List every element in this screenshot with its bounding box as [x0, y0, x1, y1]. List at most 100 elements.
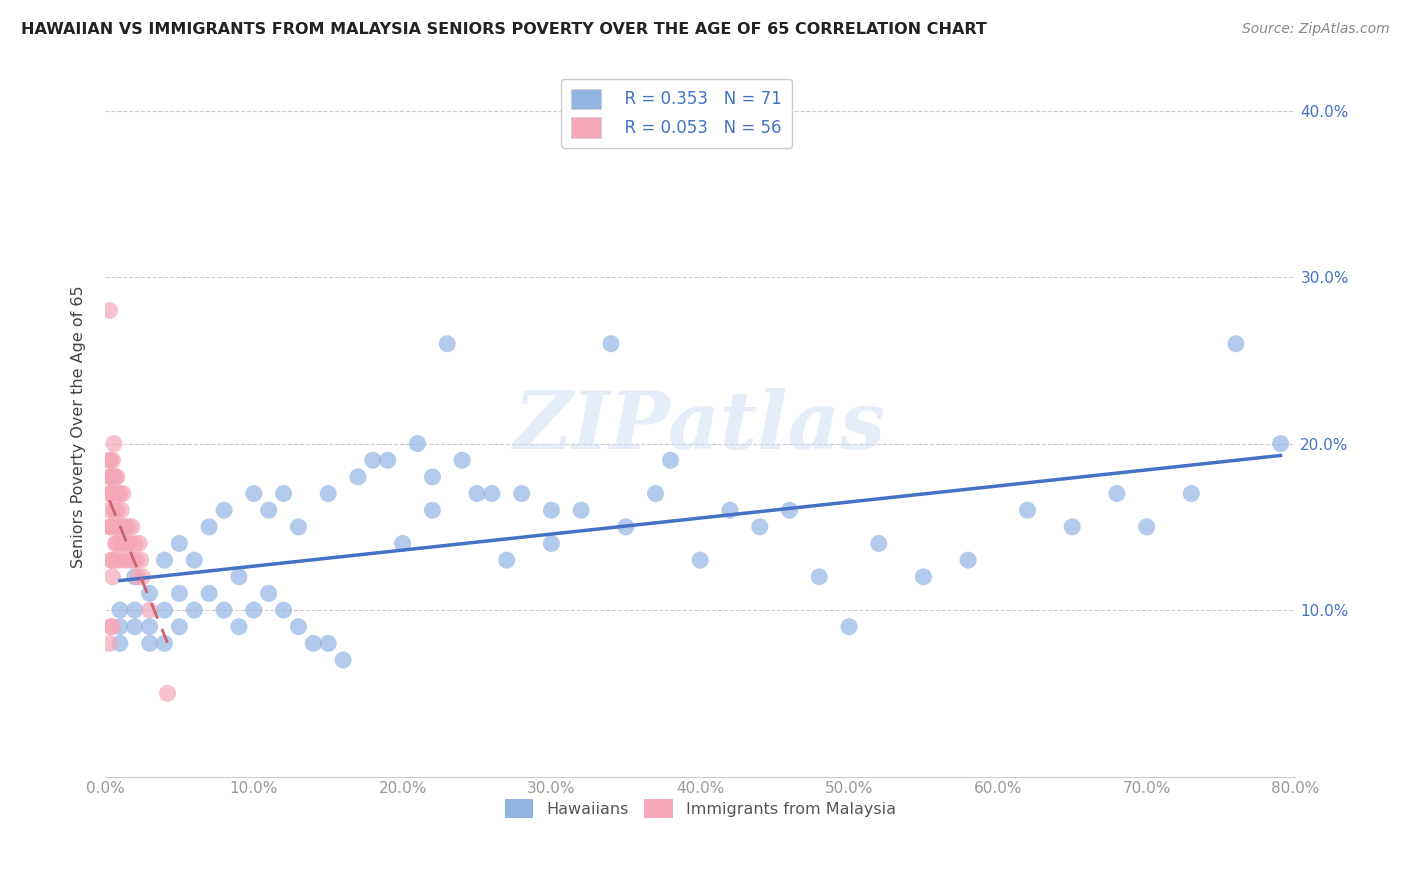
Point — [156, 686, 179, 700]
Point — [98, 503, 121, 517]
Point — [111, 520, 134, 534]
Point — [257, 503, 280, 517]
Point — [121, 520, 143, 534]
Point — [100, 453, 122, 467]
Point — [169, 536, 191, 550]
Point — [659, 453, 682, 467]
Point — [436, 336, 458, 351]
Point — [111, 486, 134, 500]
Point — [98, 636, 121, 650]
Point — [228, 620, 250, 634]
Point — [540, 536, 562, 550]
Point — [138, 620, 160, 634]
Point — [169, 620, 191, 634]
Point — [107, 520, 129, 534]
Point — [273, 603, 295, 617]
Point — [120, 536, 142, 550]
Y-axis label: Seniors Poverty Over the Age of 65: Seniors Poverty Over the Age of 65 — [72, 285, 86, 568]
Point — [600, 336, 623, 351]
Point — [153, 636, 176, 650]
Point — [98, 470, 121, 484]
Point — [100, 470, 122, 484]
Point — [104, 503, 127, 517]
Point — [1062, 520, 1084, 534]
Point — [273, 486, 295, 500]
Point — [332, 653, 354, 667]
Point — [104, 536, 127, 550]
Point — [101, 470, 124, 484]
Point — [100, 553, 122, 567]
Point — [117, 536, 139, 550]
Point — [316, 636, 339, 650]
Point — [302, 636, 325, 650]
Point — [105, 470, 128, 484]
Point — [257, 586, 280, 600]
Point — [125, 553, 148, 567]
Point — [422, 503, 444, 517]
Point — [243, 486, 266, 500]
Point — [243, 603, 266, 617]
Text: ZIPatlas: ZIPatlas — [515, 388, 886, 466]
Point — [912, 570, 935, 584]
Point — [108, 486, 131, 500]
Point — [110, 503, 132, 517]
Point — [101, 486, 124, 500]
Point — [169, 586, 191, 600]
Point — [98, 303, 121, 318]
Point — [98, 486, 121, 500]
Point — [1105, 486, 1128, 500]
Point — [510, 486, 533, 500]
Point — [105, 536, 128, 550]
Point — [689, 553, 711, 567]
Point — [103, 503, 125, 517]
Point — [838, 620, 860, 634]
Point — [212, 503, 235, 517]
Point — [114, 520, 136, 534]
Point — [98, 453, 121, 467]
Point — [361, 453, 384, 467]
Point — [127, 570, 149, 584]
Point — [100, 486, 122, 500]
Point — [287, 620, 309, 634]
Text: HAWAIIAN VS IMMIGRANTS FROM MALAYSIA SENIORS POVERTY OVER THE AGE OF 65 CORRELAT: HAWAIIAN VS IMMIGRANTS FROM MALAYSIA SEN… — [21, 22, 987, 37]
Point — [868, 536, 890, 550]
Point — [108, 636, 131, 650]
Point — [808, 570, 831, 584]
Point — [287, 520, 309, 534]
Point — [124, 570, 146, 584]
Point — [1017, 503, 1039, 517]
Point — [101, 520, 124, 534]
Point — [108, 553, 131, 567]
Point — [228, 570, 250, 584]
Point — [128, 536, 150, 550]
Point — [118, 553, 141, 567]
Point — [495, 553, 517, 567]
Point — [1270, 436, 1292, 450]
Point — [124, 536, 146, 550]
Point — [614, 520, 637, 534]
Point — [101, 553, 124, 567]
Point — [104, 553, 127, 567]
Point — [108, 620, 131, 634]
Point — [183, 603, 205, 617]
Point — [138, 586, 160, 600]
Point — [108, 603, 131, 617]
Point — [105, 503, 128, 517]
Point — [124, 620, 146, 634]
Point — [108, 520, 131, 534]
Point — [316, 486, 339, 500]
Point — [107, 486, 129, 500]
Point — [138, 636, 160, 650]
Point — [198, 586, 221, 600]
Point — [718, 503, 741, 517]
Point — [124, 603, 146, 617]
Point — [540, 503, 562, 517]
Point — [101, 620, 124, 634]
Point — [198, 520, 221, 534]
Point — [153, 553, 176, 567]
Point — [100, 520, 122, 534]
Point — [465, 486, 488, 500]
Point — [100, 620, 122, 634]
Point — [377, 453, 399, 467]
Point — [103, 436, 125, 450]
